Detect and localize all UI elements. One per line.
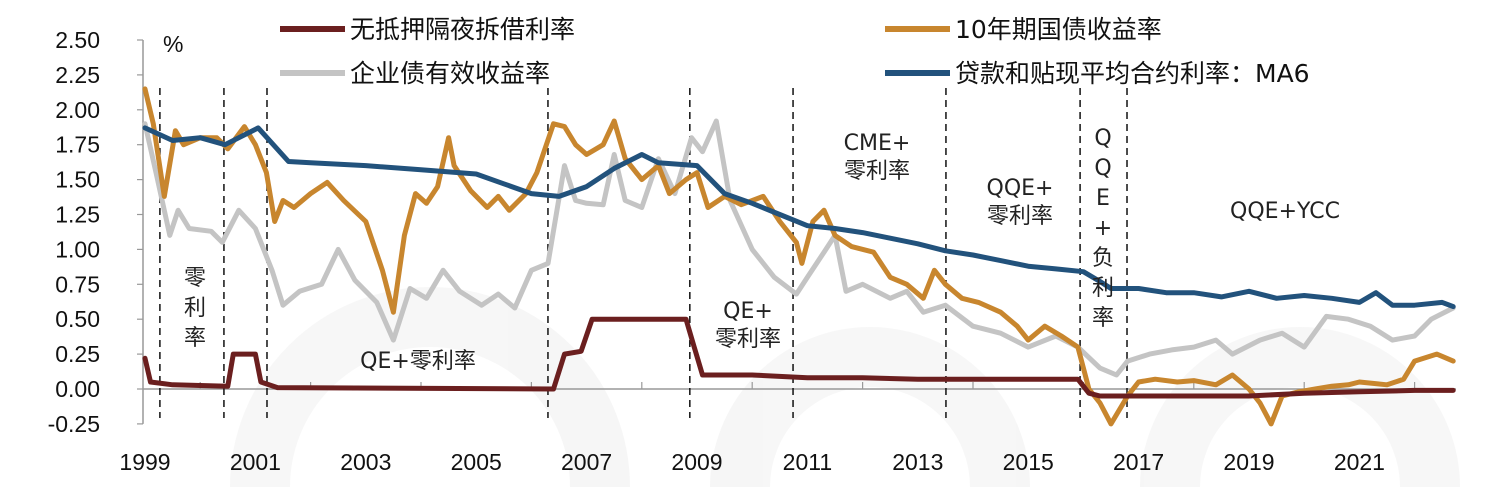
y-tick-label: 1.75 — [55, 132, 100, 158]
y-tick-label: 0.50 — [55, 306, 100, 332]
series-line-0 — [142, 316, 1456, 399]
y-tick-label: 2.50 — [55, 27, 100, 53]
annotation-label: 零利率 — [715, 327, 781, 352]
y-axis-unit: % — [163, 31, 183, 57]
x-axis-ticks: 1999 2001 2003 2005 2007 2009 2011 2013 2015 2017… — [119, 382, 1416, 475]
y-tick-label: 2.00 — [55, 97, 100, 123]
x-tick-label: 2001 — [230, 449, 281, 475]
x-tick-label: 2005 — [451, 449, 502, 475]
y-tick-label: 0.00 — [55, 376, 100, 402]
annotation-label: QE+零利率 — [360, 349, 476, 374]
watermark-arc — [710, 327, 1030, 487]
y-tick-label: -0.25 — [48, 411, 100, 437]
watermark-arc — [1140, 327, 1460, 487]
legend-item-loan-rate: 贷款和贴现平均合约利率：MA6 — [885, 59, 1310, 88]
annotation-label: 率 — [184, 326, 206, 351]
x-tick-label: 2009 — [671, 449, 722, 475]
annotation-label: 负 — [1092, 246, 1114, 271]
annotation-label: E — [1096, 186, 1110, 211]
annotation-label: Q — [1094, 126, 1111, 151]
legend-label: 无抵押隔夜拆借利率 — [350, 15, 575, 44]
annotation-label: 利 — [184, 296, 206, 321]
legend-item-corp-bond: 企业债有效收益率 — [280, 59, 550, 88]
annotation-label: QQE+ — [987, 176, 1054, 201]
annotation-label: 零 — [184, 266, 206, 291]
legend: 无抵押隔夜拆借利率 10年期国债收益率 企业债有效收益率 贷款和贴现平均合约利率… — [280, 15, 1310, 88]
y-tick-label: 1.00 — [55, 236, 100, 262]
watermark-logo — [230, 287, 1460, 487]
series-line-3 — [142, 125, 1456, 310]
annotation-label: 率 — [1092, 306, 1114, 331]
annotation-label: + — [1094, 216, 1112, 241]
annotation-label: 零利率 — [987, 204, 1053, 229]
annotation-label: 利 — [1092, 276, 1114, 301]
y-tick-label: 1.50 — [55, 167, 100, 193]
x-tick-label: 2019 — [1223, 449, 1274, 475]
y-tick-label: 1.25 — [55, 202, 100, 228]
series-line-1 — [142, 86, 1456, 427]
annotation-label: QQE+YCC — [1230, 199, 1340, 224]
annotation-label: QE+ — [723, 299, 773, 324]
series-lines — [142, 86, 1456, 427]
series-line-2 — [142, 118, 1456, 378]
annotation-label: Q — [1094, 156, 1111, 181]
annotation-label: CME+ — [844, 131, 911, 156]
y-tick-label: 2.25 — [55, 62, 100, 88]
legend-label: 企业债有效收益率 — [350, 59, 550, 88]
x-tick-label: 2021 — [1334, 449, 1385, 475]
y-tick-label: 0.75 — [55, 271, 100, 297]
legend-item-call-rate: 无抵押隔夜拆借利率 — [280, 15, 575, 44]
x-tick-label: 2011 — [783, 449, 832, 475]
legend-item-jgb10y: 10年期国债收益率 — [885, 15, 1162, 44]
annotations: 零利率QE+零利率QE+零利率CME+零利率QQE+零利率QQE+负利率QQE+… — [184, 126, 1340, 374]
x-tick-label: 2007 — [561, 449, 612, 475]
x-tick-label: 1999 — [119, 449, 170, 475]
x-tick-label: 2017 — [1113, 449, 1164, 475]
x-tick-label: 2013 — [892, 449, 943, 475]
legend-label: 10年期国债收益率 — [955, 15, 1162, 44]
y-tick-label: 0.25 — [55, 341, 100, 367]
x-tick-label: 2003 — [340, 449, 391, 475]
watermark-arc — [230, 287, 630, 487]
y-axis-ticks: 2.50 2.25 2.00 1.75 1.50 1.25 1.00 0.75 0.50 0.25… — [48, 27, 143, 437]
x-tick-label: 2015 — [1003, 449, 1054, 475]
legend-label: 贷款和贴现平均合约利率：MA6 — [955, 59, 1310, 88]
annotation-label: 零利率 — [844, 159, 910, 184]
